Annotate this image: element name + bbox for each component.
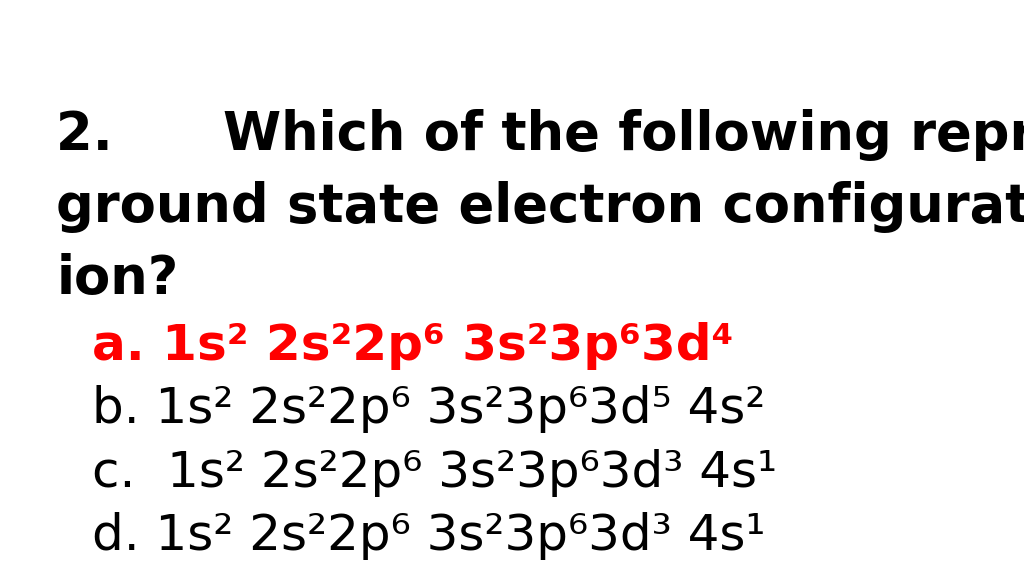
Text: ion?: ion?	[56, 253, 178, 305]
Text: 2.      Which of the following represents the: 2. Which of the following represents the	[56, 109, 1024, 161]
Text: ground state electron configuration for the Mn: ground state electron configuration for …	[56, 181, 1024, 233]
Text: b. 1s² 2s²2p⁶ 3s²3p⁶​3d⁵ 4s²: b. 1s² 2s²2p⁶ 3s²3p⁶​3d⁵ 4s²	[92, 385, 766, 433]
Text: c.  1s² 2s²2p⁶ 3s²3p⁶​3d³ 4s¹: c. 1s² 2s²2p⁶ 3s²3p⁶​3d³ 4s¹	[92, 449, 777, 497]
Text: a. 1s² 2s²2p⁶ 3s²3p⁶​3d⁴: a. 1s² 2s²2p⁶ 3s²3p⁶​3d⁴	[92, 322, 733, 370]
Text: d. 1s² 2s²2p⁶ 3s²3p⁶​3d³ 4s¹: d. 1s² 2s²2p⁶ 3s²3p⁶​3d³ 4s¹	[92, 512, 766, 560]
